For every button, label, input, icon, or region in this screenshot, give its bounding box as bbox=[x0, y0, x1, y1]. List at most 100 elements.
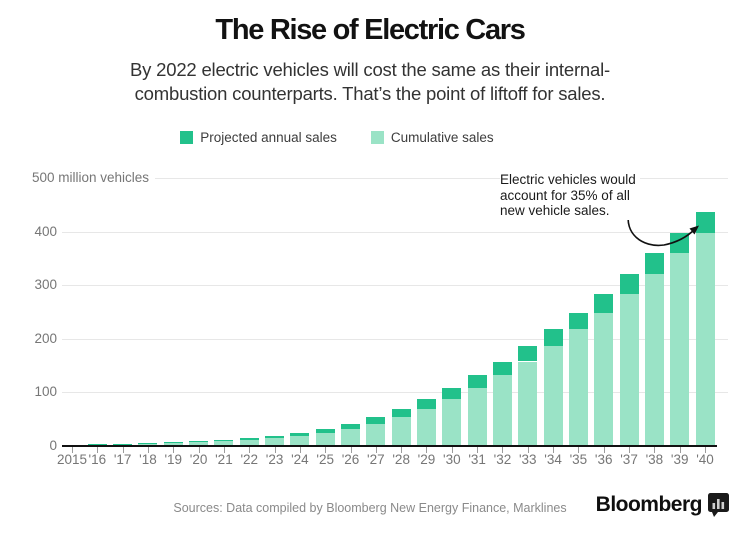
x-axis-label-2022: '22 bbox=[240, 452, 259, 467]
bar-annual-segment-2035 bbox=[568, 312, 588, 330]
x-axis-label-2033: '33 bbox=[518, 452, 537, 467]
bar-cumulative-segment-2034 bbox=[543, 345, 563, 446]
page-title: The Rise of Electric Cars bbox=[215, 14, 525, 46]
y-axis-label-300: 300 bbox=[11, 277, 57, 292]
bar-cumulative-segment-2036 bbox=[594, 312, 614, 446]
x-axis-tick-2038 bbox=[654, 447, 656, 453]
chart-subtitle: By 2022 electric vehicles will cost the … bbox=[0, 58, 740, 106]
y-axis-label-400: 400 bbox=[11, 223, 57, 239]
x-axis-label-2028: '28 bbox=[392, 452, 410, 467]
bar-cumulative-segment-2026 bbox=[341, 428, 361, 446]
bloomberg-wordmark: Bloomberg bbox=[595, 493, 703, 516]
bar-cumulative-segment-2030 bbox=[442, 399, 462, 446]
bar-annual-segment-2034 bbox=[543, 329, 563, 346]
bar-cumulative-segment-2018 bbox=[138, 443, 158, 446]
x-axis-label-2019: '19 bbox=[164, 452, 183, 467]
bar-cumulative-segment-2019 bbox=[163, 443, 183, 446]
x-axis-tick-2040 bbox=[705, 447, 706, 453]
bar-annual-segment-2037 bbox=[619, 273, 639, 295]
bar-cumulative-segment-2031 bbox=[467, 387, 487, 446]
x-axis-label-2016: '16 bbox=[88, 452, 107, 467]
x-axis-tick-2033 bbox=[527, 447, 529, 453]
x-axis-line bbox=[62, 445, 717, 447]
chart-legend: Projected annual sales Cumulative sales bbox=[0, 130, 740, 145]
annotation-line-1: Electric vehicles would bbox=[500, 172, 636, 187]
x-axis-tick-2026 bbox=[350, 447, 352, 453]
y-axis-label-0: 0 bbox=[11, 437, 57, 453]
x-axis-label-2040: '40 bbox=[696, 452, 714, 467]
x-axis-label-2025: '25 bbox=[316, 452, 334, 467]
x-axis-tick-2027 bbox=[375, 447, 377, 453]
x-axis-tick-2021 bbox=[223, 447, 225, 453]
y-axis-label-100: 100 bbox=[11, 384, 57, 399]
x-axis-tick-2028 bbox=[401, 447, 403, 453]
gridline-300 bbox=[62, 285, 728, 286]
x-axis-tick-2031 bbox=[477, 447, 479, 453]
x-axis-tick-2018 bbox=[147, 447, 149, 453]
x-axis-tick-2020 bbox=[198, 447, 200, 453]
source-text: Sources: Data compiled by Bloomberg New … bbox=[173, 501, 567, 515]
x-axis-label-2020: '20 bbox=[189, 452, 208, 467]
bar-cumulative-segment-2020 bbox=[189, 442, 209, 446]
x-axis-label-2027: '27 bbox=[367, 452, 385, 467]
x-axis-label-2026: '26 bbox=[341, 452, 360, 467]
x-axis-tick-2034 bbox=[553, 447, 555, 453]
annual-sales-swatch-icon bbox=[180, 131, 194, 144]
bar-cumulative-segment-2033 bbox=[518, 361, 538, 446]
x-axis-tick-2036 bbox=[603, 447, 605, 453]
bar-cumulative-segment-2040 bbox=[695, 233, 715, 446]
bar-annual-segment-2021 bbox=[214, 439, 234, 442]
x-axis-tick-2025 bbox=[325, 447, 327, 453]
x-axis-tick-2023 bbox=[274, 447, 276, 453]
subtitle-line-2: combustion counterparts. That’s the poin… bbox=[134, 83, 606, 104]
bar-annual-segment-2022 bbox=[239, 438, 259, 440]
chart-annotation: Electric vehicles would account for 35% … bbox=[500, 171, 640, 220]
x-axis-label-2024: '24 bbox=[291, 452, 309, 467]
bar-cumulative-segment-2021 bbox=[214, 441, 234, 446]
bar-annual-segment-2040 bbox=[695, 211, 715, 234]
y-axis-label-500: 500 million vehicles bbox=[32, 170, 156, 185]
bar-annual-segment-2026 bbox=[341, 423, 361, 429]
legend-item-annual-sales: Projected annual sales bbox=[180, 130, 337, 145]
bar-cumulative-segment-2027 bbox=[366, 423, 386, 446]
bar-annual-segment-2030 bbox=[442, 387, 462, 400]
gridline-500 bbox=[62, 178, 728, 179]
x-axis-tick-2024 bbox=[299, 447, 301, 453]
y-axis-label-200: 200 bbox=[11, 330, 57, 346]
x-axis-tick-2029 bbox=[426, 447, 428, 453]
bar-annual-segment-2018 bbox=[138, 443, 158, 444]
bar-cumulative-segment-2023 bbox=[265, 438, 285, 446]
bar-annual-segment-2024 bbox=[290, 432, 310, 436]
annotation-line-2: account for 35% of all bbox=[500, 187, 630, 203]
bar-cumulative-segment-2022 bbox=[239, 439, 259, 446]
x-axis-label-2035: '35 bbox=[569, 452, 588, 467]
x-axis-label-2030: '30 bbox=[443, 452, 461, 467]
bar-annual-segment-2036 bbox=[594, 294, 614, 313]
legend-label-cumulative: Cumulative sales bbox=[390, 130, 494, 145]
bar-annual-segment-2025 bbox=[315, 428, 335, 433]
x-axis-tick-2015 bbox=[72, 447, 73, 453]
cumulative-sales-swatch-icon bbox=[370, 131, 384, 144]
bar-cumulative-segment-2025 bbox=[315, 432, 335, 446]
bar-cumulative-segment-2029 bbox=[416, 409, 436, 446]
x-axis-tick-2016 bbox=[97, 447, 99, 453]
x-axis-label-2017: '17 bbox=[113, 452, 132, 467]
x-axis-label-2015: 2015 bbox=[56, 452, 88, 467]
x-axis-tick-2039 bbox=[679, 447, 681, 453]
bloomberg-mark-icon bbox=[708, 493, 729, 517]
x-axis-tick-2035 bbox=[578, 447, 580, 453]
bar-annual-segment-2019 bbox=[163, 442, 183, 444]
x-axis-label-2034: '34 bbox=[544, 452, 562, 467]
gridline-400 bbox=[62, 231, 728, 233]
gridline-100 bbox=[62, 392, 728, 393]
bar-annual-segment-2020 bbox=[189, 441, 209, 443]
x-axis-label-2029: '29 bbox=[417, 452, 436, 467]
x-axis-label-2036: '36 bbox=[594, 452, 613, 467]
bar-cumulative-segment-2028 bbox=[391, 417, 411, 446]
x-axis-tick-2022 bbox=[249, 447, 251, 453]
x-axis-label-2037: '37 bbox=[620, 452, 638, 467]
bar-annual-segment-2033 bbox=[518, 345, 538, 362]
x-axis-tick-2032 bbox=[502, 447, 504, 453]
